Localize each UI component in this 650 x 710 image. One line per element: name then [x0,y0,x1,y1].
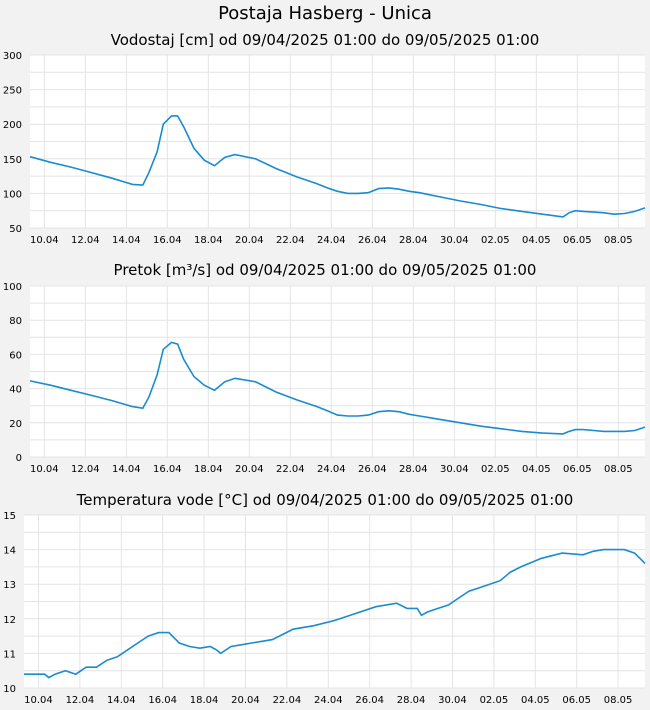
x-tick-label: 16.04 [148,695,177,706]
chart-title: Vodostaj [cm] od 09/04/2025 01:00 do 09/… [111,31,540,49]
x-tick-label: 26.04 [355,695,384,706]
x-tick-label: 24.04 [314,695,343,706]
x-tick-label: 18.04 [194,235,223,246]
x-tick-label: 04.05 [522,235,551,246]
series-line [29,115,646,218]
x-tick-label: 30.04 [440,464,469,475]
x-tick-label: 18.04 [194,464,223,475]
y-tick-label: 10 [3,684,16,695]
page-title: Postaja Hasberg - Unica [218,3,432,24]
y-tick-label: 80 [9,316,22,327]
x-tick-label: 06.05 [563,464,592,475]
x-tick-label: 12.04 [71,235,100,246]
x-tick-label: 06.05 [562,695,591,706]
y-tick-label: 200 [3,120,22,131]
x-tick-label: 26.04 [358,464,387,475]
x-tick-label: 22.04 [276,235,305,246]
x-tick-label: 04.05 [521,695,550,706]
chart-2: Pretok [m³/s] od 09/04/2025 01:00 do 09/… [3,261,646,475]
x-tick-label: 06.05 [563,235,592,246]
x-tick-label: 16.04 [153,235,182,246]
y-tick-label: 300 [3,51,22,62]
x-tick-label: 28.04 [397,695,426,706]
y-tick-label: 150 [3,155,22,166]
y-tick-label: 13 [3,580,16,591]
x-tick-label: 24.04 [317,464,346,475]
x-tick-label: 14.04 [112,464,141,475]
x-tick-label: 26.04 [358,235,387,246]
y-tick-label: 14 [3,546,16,557]
x-tick-label: 30.04 [438,695,467,706]
y-tick-label: 50 [9,224,22,235]
x-tick-label: 20.04 [235,464,264,475]
x-tick-label: 20.04 [235,235,264,246]
chart-title: Pretok [m³/s] od 09/04/2025 01:00 do 09/… [114,261,537,279]
x-tick-label: 20.04 [231,695,260,706]
x-tick-label: 14.04 [107,695,136,706]
x-tick-label: 02.05 [481,464,510,475]
chart-3: Temperatura vode [°C] od 09/04/2025 01:0… [3,491,646,706]
x-tick-label: 22.04 [273,695,302,706]
x-tick-label: 04.05 [522,464,551,475]
x-tick-label: 22.04 [276,464,305,475]
x-tick-label: 16.04 [153,464,182,475]
x-tick-label: 18.04 [190,695,219,706]
x-tick-label: 30.04 [440,235,469,246]
y-tick-label: 60 [9,350,22,361]
x-tick-label: 02.05 [480,695,509,706]
y-tick-label: 12 [3,615,16,626]
x-tick-label: 10.04 [30,235,59,246]
y-tick-label: 0 [16,453,22,464]
x-tick-label: 12.04 [71,464,100,475]
x-tick-label: 08.05 [604,464,633,475]
y-tick-label: 20 [9,419,22,430]
series-line [24,548,646,679]
chart-1: Vodostaj [cm] od 09/04/2025 01:00 do 09/… [3,31,646,246]
x-tick-label: 28.04 [399,464,428,475]
x-tick-label: 10.04 [24,695,53,706]
chart-title: Temperatura vode [°C] od 09/04/2025 01:0… [76,491,574,509]
x-tick-label: 12.04 [66,695,95,706]
x-tick-label: 28.04 [399,235,428,246]
y-tick-label: 15 [3,511,16,522]
x-tick-label: 14.04 [112,235,141,246]
y-tick-label: 250 [3,86,22,97]
x-tick-label: 02.05 [481,235,510,246]
y-tick-label: 40 [9,385,22,396]
y-tick-label: 11 [3,649,16,660]
y-tick-label: 100 [3,189,22,200]
x-tick-label: 08.05 [604,695,633,706]
x-tick-label: 10.04 [30,464,59,475]
x-tick-label: 08.05 [604,235,633,246]
x-tick-label: 24.04 [317,235,346,246]
series-line [29,341,646,435]
y-tick-label: 100 [3,282,22,293]
